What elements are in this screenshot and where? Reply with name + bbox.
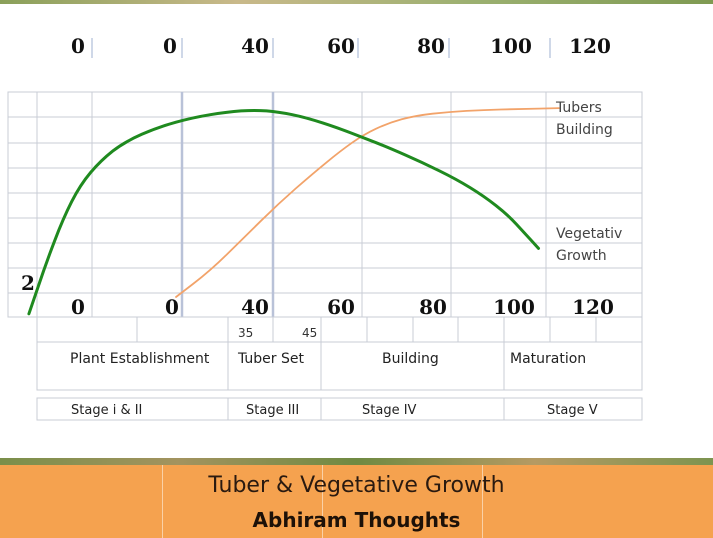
top-scale-label: 0 [71,34,85,58]
phase-table [36,341,643,391]
legend-tubers-line1: Tubers [555,100,602,116]
phase-tuber-set: Tuber Set [237,351,305,367]
footer-divider [482,465,483,538]
phase-maturation: Maturation [510,351,586,367]
grid-border [7,91,643,318]
x-tick-label: 100 [493,295,535,319]
scale-separator [448,38,450,58]
series-layer [27,107,560,316]
chart-grid [7,91,643,342]
legend-tubers-line2: Building [556,122,613,138]
chart-emphasis-lines [180,92,275,317]
series-line-vegetative-growth [27,108,540,316]
x-tick-label: 0 [165,295,179,319]
footer-divider [322,465,323,538]
top-scale-label: 40 [241,34,269,58]
top-scale: 0 0 40 60 80 100 120 [0,34,713,60]
scale-separator [272,38,274,58]
stage-i-ii: Stage i & II [71,403,142,418]
footer-title: Tuber & Vegetative Growth [208,473,505,498]
top-scale-label: 100 [490,34,532,58]
top-scale-label: 60 [327,34,355,58]
day-marker-35: 35 [238,326,253,340]
x-tick-label: 60 [327,295,355,319]
x-tick-label: 40 [241,295,269,319]
x-tick-label: 120 [572,295,614,319]
stage-iv: Stage IV [362,403,417,418]
x-tick-label: 0 [71,295,85,319]
top-decor-strip [0,0,713,4]
top-scale-label: 80 [417,34,445,58]
left-number: 2 [21,271,35,295]
stage-iii: Stage III [246,403,299,418]
top-scale-label: 120 [569,34,611,58]
scale-separator [91,38,93,58]
day-marker-45: 45 [302,326,317,340]
top-scale-label: 0 [163,34,177,58]
day-marker-row [37,316,643,343]
scale-separator [357,38,359,58]
legend-vegetative-line2: Growth [556,248,607,264]
footer-banner: Tuber & Vegetative Growth Abhiram Though… [0,465,713,538]
phase-plant-establishment: Plant Establishment [70,351,210,367]
footer-divider [162,465,163,538]
legend-vegetative-line1: Vegetativ [556,226,622,242]
footer-subtitle: Abhiram Thoughts [252,508,461,532]
stage-v: Stage V [547,403,598,418]
stage-table [36,397,643,421]
x-axis-tick-labels: 0 0 40 60 80 100 120 [71,295,614,319]
phase-building: Building [382,351,439,367]
scale-separator [549,38,551,58]
growth-chart: 0 0 40 60 80 100 120 2 Tubers Building Vegetat… [7,91,643,421]
x-tick-label: 80 [419,295,447,319]
series-line-tubers-building [175,107,560,298]
grass-divider [0,458,713,466]
scale-separator [181,38,183,58]
